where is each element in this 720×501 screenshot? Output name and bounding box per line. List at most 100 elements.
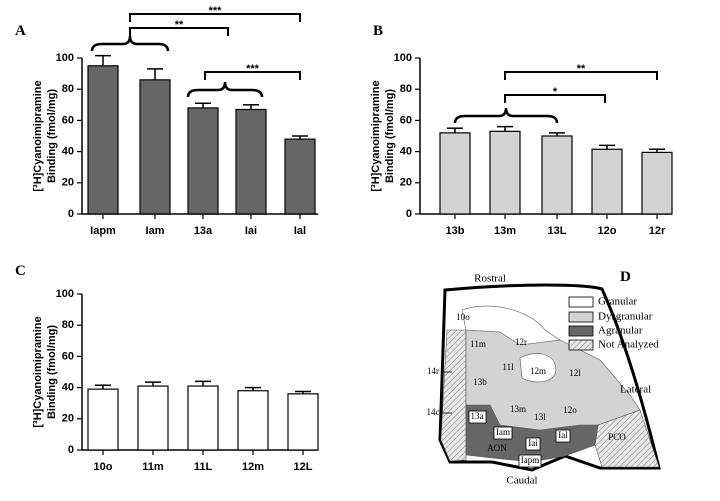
bar <box>87 65 119 215</box>
x-tick-label: Iam <box>146 225 165 237</box>
x-tick-label: 11L <box>194 461 213 473</box>
bar <box>235 108 267 215</box>
y-tick-label: 100 <box>394 52 412 64</box>
y-tick-label: 100 <box>56 52 74 64</box>
region-label: 12l <box>569 368 581 378</box>
direction-label: Caudal <box>506 475 537 487</box>
region-label: Iai <box>528 438 538 448</box>
bar <box>237 390 269 451</box>
x-tick-label: Iai <box>245 225 257 237</box>
x-tick-label: 13b <box>446 225 465 237</box>
region-label: 12r <box>515 337 527 347</box>
x-tick-label: 12o <box>598 225 617 237</box>
region-label: Iam <box>496 427 510 437</box>
y-tick-label: 0 <box>68 208 74 220</box>
x-tick-label: 12m <box>242 461 264 473</box>
y-axis-label: Binding (fmol/mg) <box>46 325 58 419</box>
y-tick-label: 60 <box>400 114 412 126</box>
bar <box>139 79 171 215</box>
bar <box>541 135 573 215</box>
x-tick-label: 13a <box>194 225 213 237</box>
direction-label: Lateral <box>620 384 651 396</box>
region-label: 11l <box>502 362 514 372</box>
brace <box>186 81 264 98</box>
granular <box>461 305 561 346</box>
significance-bracket <box>204 71 301 80</box>
diagram: D 10o 11m 12r 11l 12m 12l 13b 13m 13l 12… <box>427 269 661 487</box>
x-tick-label: 10o <box>94 461 113 473</box>
direction-label: Rostral <box>474 273 506 285</box>
region-label: PCO <box>608 432 626 442</box>
y-tick-label: 80 <box>400 83 412 95</box>
significance-label: *** <box>209 5 223 17</box>
bar <box>137 385 169 451</box>
region-label: 10o <box>456 312 470 322</box>
legend-label: Dysgranular <box>598 311 653 323</box>
y-axis-label: [³H]Cyanoimipramine <box>32 316 44 427</box>
x-tick-label: 12r <box>649 225 666 237</box>
y-axis-label: Binding (fmol/mg) <box>46 89 58 183</box>
bar <box>439 132 471 215</box>
bar <box>284 138 316 215</box>
y-tick-label: 0 <box>406 208 412 220</box>
y-tick-label: 20 <box>62 177 74 189</box>
y-tick-label: 20 <box>400 177 412 189</box>
bar <box>641 151 673 215</box>
region-label: 11m <box>470 339 486 349</box>
x-tick-label: Iapm <box>90 225 116 237</box>
y-tick-label: 80 <box>62 319 74 331</box>
bar <box>591 148 623 215</box>
bar <box>187 107 219 215</box>
panel-label: A <box>15 23 26 39</box>
x-tick-label: Ial <box>294 225 306 237</box>
significance-label: *** <box>246 63 260 75</box>
significance-label: ** <box>577 63 586 75</box>
x-tick-label: 12L <box>294 461 313 473</box>
panel-label: C <box>15 263 26 279</box>
y-tick-label: 80 <box>62 83 74 95</box>
x-tick-label: 13m <box>494 225 516 237</box>
x-tick-label: 11m <box>142 461 164 473</box>
significance-bracket <box>504 94 606 103</box>
y-axis-label: Binding (fmol/mg) <box>384 89 396 183</box>
significance-bracket <box>129 27 229 36</box>
bar <box>287 393 319 451</box>
region-label: 14c <box>427 407 440 417</box>
y-tick-label: 60 <box>62 350 74 362</box>
legend-label: Granular <box>598 296 637 308</box>
y-tick-label: 40 <box>400 146 412 158</box>
region-label: 13l <box>534 412 546 422</box>
panel-label: D <box>620 269 631 285</box>
bar <box>87 388 119 451</box>
region-label: Ial <box>558 430 568 440</box>
brace <box>453 107 559 124</box>
region-label: 12m <box>530 366 546 376</box>
panel-label: B <box>373 23 383 39</box>
significance-bracket <box>129 13 301 22</box>
bar <box>489 130 521 215</box>
significance-label: * <box>553 86 558 98</box>
y-tick-label: 100 <box>56 288 74 300</box>
region-label: AON <box>487 443 507 453</box>
legend-label: Agranular <box>598 325 643 337</box>
brace <box>90 35 170 52</box>
y-tick-label: 20 <box>62 413 74 425</box>
bar <box>187 385 219 451</box>
significance-label: ** <box>175 19 184 31</box>
x-tick-label: 13L <box>548 225 567 237</box>
y-tick-label: 0 <box>68 444 74 456</box>
legend-label: Not Analyzed <box>598 339 659 351</box>
y-tick-label: 40 <box>62 382 74 394</box>
significance-bracket <box>504 71 658 80</box>
region-label: 12o <box>563 405 577 415</box>
y-axis-label: [³H]Cyanoimipramine <box>32 80 44 191</box>
y-tick-label: 40 <box>62 146 74 158</box>
not-analyzed <box>440 329 467 462</box>
y-tick-label: 60 <box>62 114 74 126</box>
region-label: 13a <box>471 411 484 421</box>
region-label: 14r <box>427 366 439 376</box>
region-label: Iapm <box>521 455 540 465</box>
agranular <box>465 404 599 463</box>
y-axis-label: [³H]Cyanoimipramine <box>370 80 382 191</box>
